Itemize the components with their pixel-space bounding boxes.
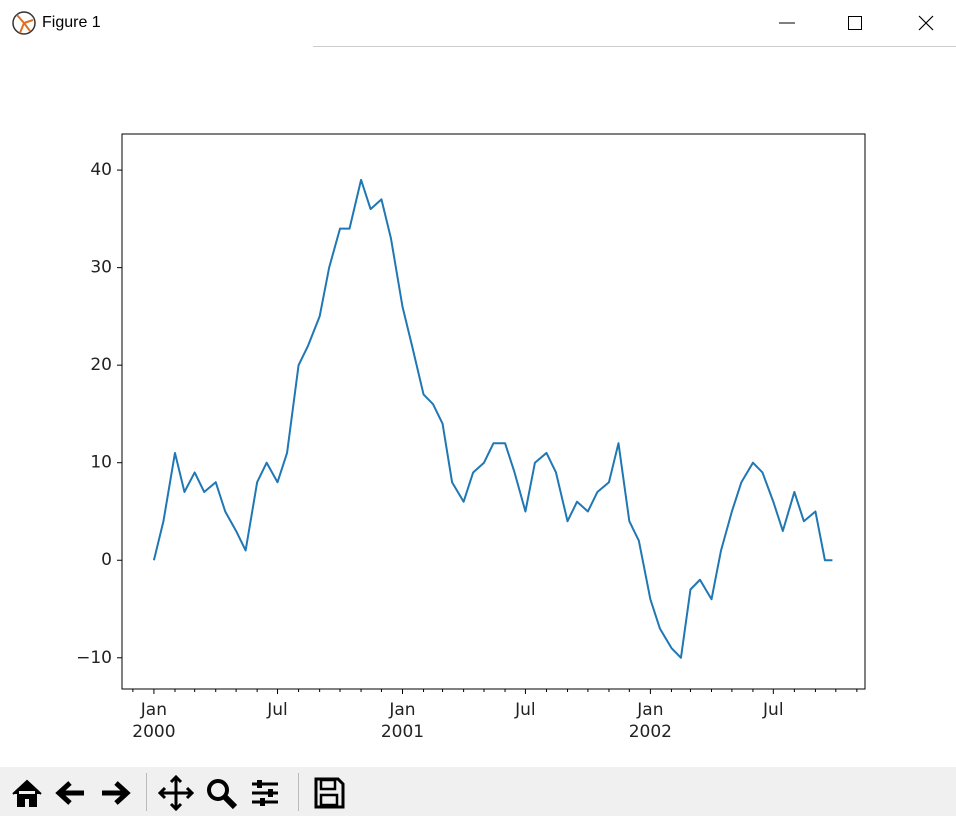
maximize-button[interactable] — [848, 16, 862, 30]
axes-frame — [121, 133, 866, 690]
x-tick-label: Jul — [267, 700, 288, 720]
title-bar: Figure 1 — [0, 0, 956, 47]
zoom-button[interactable] — [202, 774, 240, 812]
x-tick-label: Jan 2001 — [380, 700, 425, 742]
separator — [298, 773, 299, 811]
y-tick-label: 30 — [90, 258, 112, 278]
toolbar — [0, 767, 956, 816]
close-button[interactable] — [918, 15, 934, 31]
app-icon-rays — [16, 14, 34, 34]
data-line — [152, 178, 833, 659]
y-tick-label: −10 — [76, 648, 112, 668]
window-title: Figure 1 — [42, 14, 101, 31]
chart: −10 0 10 20 30 40 — [76, 133, 866, 694]
y-tick-label: 20 — [90, 355, 112, 375]
forward-button[interactable] — [96, 774, 134, 812]
separator — [146, 773, 147, 811]
y-tick-label: 10 — [90, 453, 112, 473]
y-tick-label: 0 — [101, 550, 112, 570]
x-tick-label: Jul — [763, 700, 784, 720]
home-button[interactable] — [8, 774, 46, 812]
x-tick-label: Jan 2002 — [628, 700, 672, 742]
title-bar-art — [12, 11, 956, 47]
configure-button[interactable] — [246, 774, 284, 812]
x-tick-label: Jul — [515, 700, 536, 720]
pan-button[interactable] — [157, 774, 195, 812]
x-tick-label: Jan 2000 — [132, 700, 176, 742]
back-button[interactable] — [52, 774, 90, 812]
save-button[interactable] — [310, 774, 348, 812]
y-tick-label: 40 — [90, 160, 112, 180]
